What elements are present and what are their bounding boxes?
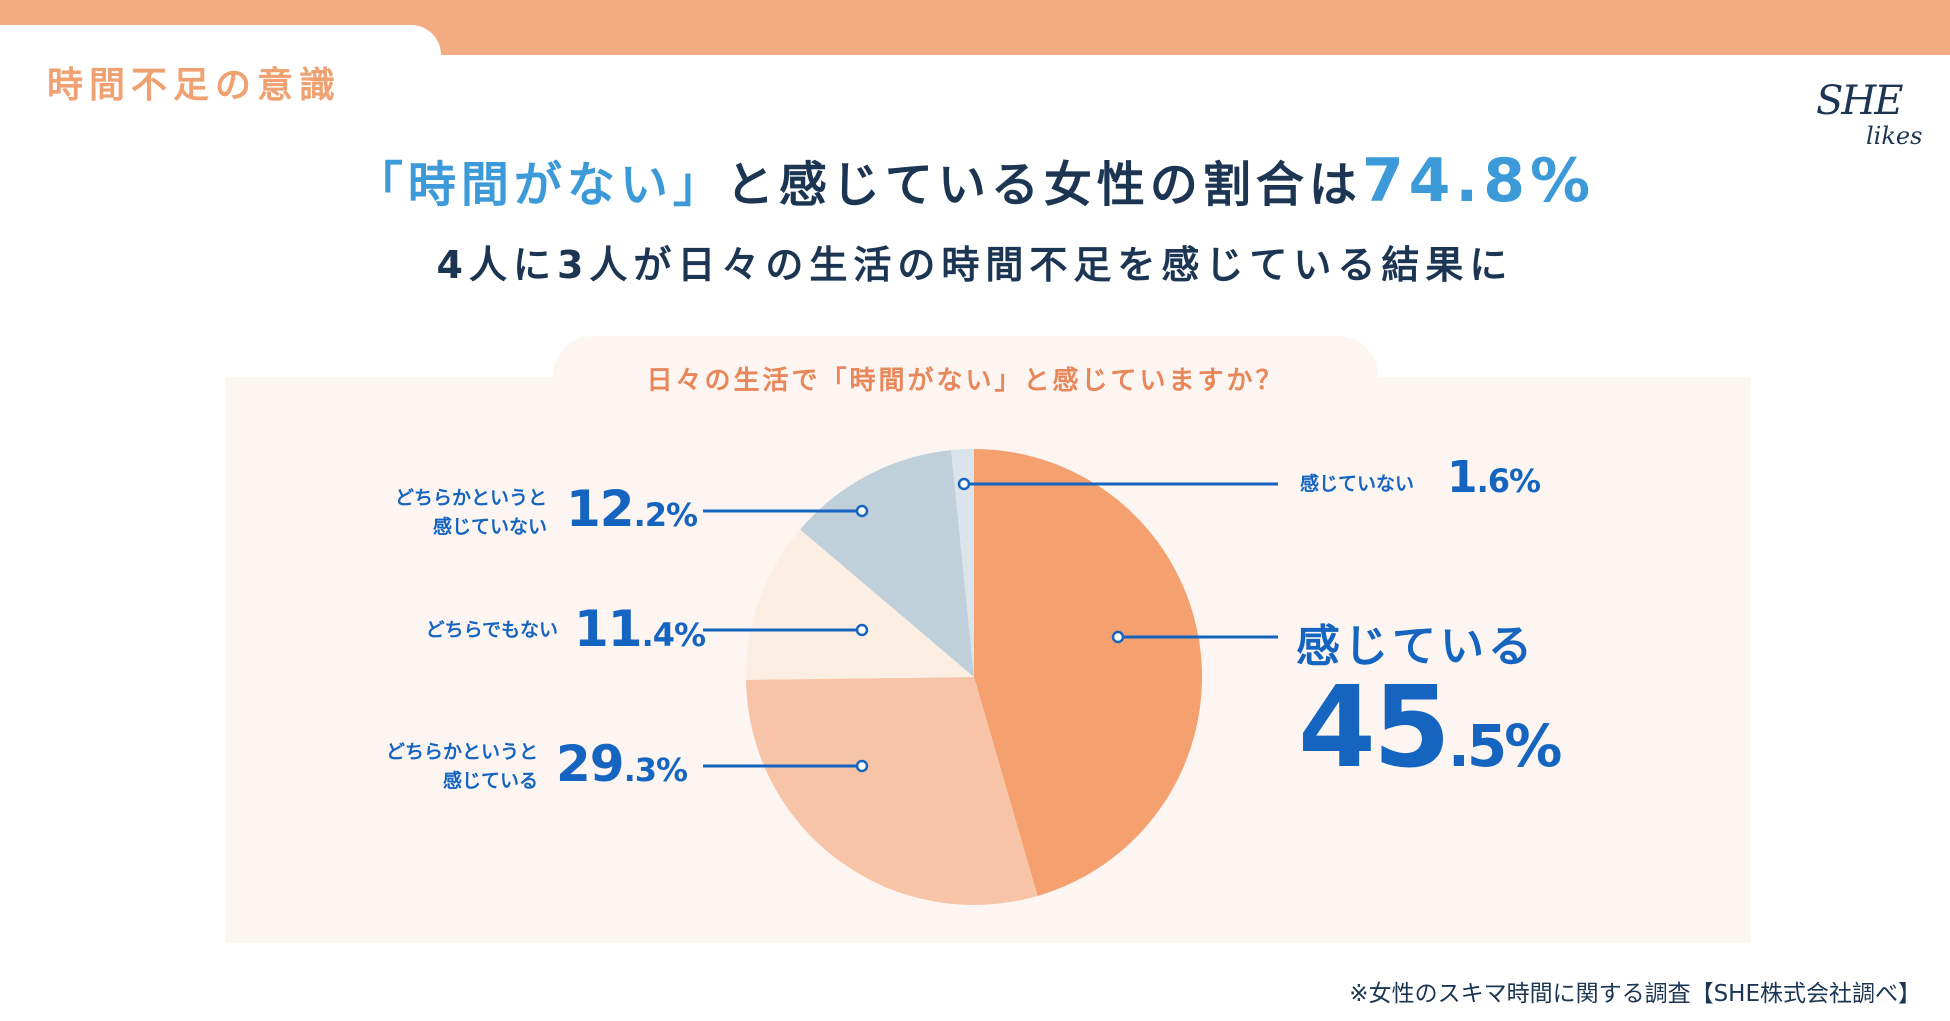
subheadline: 4人に3人が日々の生活の時間不足を感じている結果に [436,243,1514,287]
question-tab [553,336,1378,396]
leader-dot [855,504,869,518]
headline: 「時間がない」と感じている女性の割合は74.8% [0,145,1950,216]
label-somewhat-feel: どちらかというと感じている [386,738,538,796]
she-likes-logo: SHE likes [1816,78,1926,154]
section-title: 時間不足の意識 [47,65,342,106]
value-int: 29 [556,735,625,793]
pie-slice [951,449,974,677]
value-feel: 45.5% [1298,672,1563,784]
footnote: ※女性のスキマ時間に関する調査【SHE株式会社調べ】 [1349,981,1921,1007]
pie-slice [800,450,974,677]
label-somewhat-not-feel: どちらかというと感じていない [395,484,547,542]
leader-dot [1111,630,1125,644]
headline-middle: と感じている女性の割合は [725,157,1362,213]
section-tab [0,25,441,85]
pie-slice [746,529,974,680]
value-int: 1 [1447,452,1478,503]
logo-likes: likes [1866,122,1923,150]
headline-percent: 74.8% [1361,146,1596,216]
chart-title: 日々の生活で「時間がない」と感じていますか？ [646,366,1285,396]
leader-dot [855,623,869,637]
value-int: 45 [1298,663,1451,793]
label-line: どちらかというと [385,741,538,763]
value-dec: .2% [633,496,698,534]
label-neutral: どちらでもない [425,619,558,641]
value-dec: .3% [623,751,688,789]
value-dec: .5% [1447,712,1563,780]
value-dec: .4% [641,616,706,654]
value-dec: .6% [1476,462,1541,500]
label-feel: 感じている [1296,621,1536,672]
label-not-feel: 感じていない [1300,473,1415,495]
pie-slice [746,677,1038,905]
value-somewhat-feel: 29.3% [556,735,688,793]
value-not-feel: 1.6% [1447,452,1541,503]
value-int: 12 [566,480,635,538]
value-somewhat-not-feel: 12.2% [566,480,698,538]
label-line: どちらかというと [394,487,547,509]
label-line: 感じていない [432,516,547,538]
leader-dot [957,477,971,491]
value-int: 11 [574,600,643,658]
label-line: 感じている [442,770,538,792]
leader-dot [855,759,869,773]
value-neutral: 11.4% [574,600,706,658]
headline-highlight: 「時間がない」 [354,157,726,213]
logo-she: SHE [1816,78,1903,124]
pie-slice [974,449,1202,896]
